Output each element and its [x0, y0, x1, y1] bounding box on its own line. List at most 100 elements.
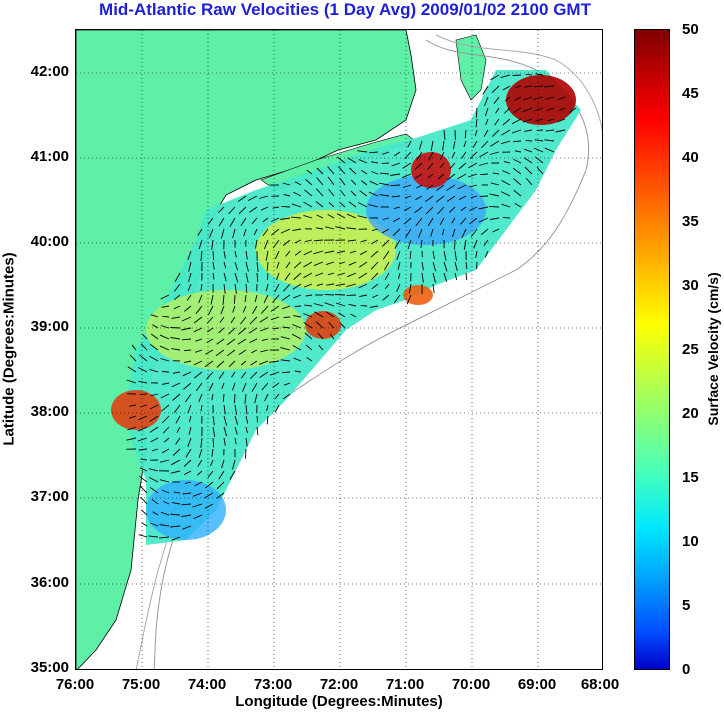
velocity-vector: [161, 489, 170, 494]
velocity-vector: [218, 327, 225, 334]
velocity-vector: [463, 140, 467, 148]
velocity-vector: [229, 470, 236, 480]
y-tick-label: 36:00: [30, 574, 69, 591]
velocity-vector: [265, 250, 269, 261]
velocity-vector: [483, 239, 489, 247]
x-tick-label: 72:00: [319, 676, 359, 693]
velocity-vector: [242, 382, 247, 392]
velocity-vector: [139, 467, 148, 472]
velocity-vector: [265, 283, 269, 292]
velocity-vector: [212, 437, 215, 448]
x-tick-label: 74:00: [187, 676, 227, 693]
velocity-vector: [256, 272, 259, 282]
velocity-vector: [390, 173, 401, 176]
velocity-vector: [469, 184, 478, 188]
colorbar-label: Surface Velocity (cm/s): [705, 272, 721, 426]
velocity-vector: [465, 261, 468, 270]
velocity-vector: [198, 448, 203, 459]
velocity-vector: [379, 172, 390, 175]
velocity-vector: [397, 261, 401, 270]
velocity-vector: [245, 250, 248, 260]
velocity-vector: [304, 239, 313, 243]
velocity-vector: [293, 272, 302, 280]
velocity-vector: [128, 415, 137, 419]
velocity-vector: [186, 294, 192, 301]
velocity-vector: [338, 261, 346, 265]
velocity-vector: [292, 228, 302, 232]
velocity-vector: [523, 157, 533, 164]
velocity-vector: [234, 261, 239, 271]
velocity-vector: [347, 272, 357, 278]
velocity-vector: [293, 261, 302, 269]
velocity-vector: [285, 250, 291, 257]
velocity-vector: [129, 404, 137, 407]
velocity-vector: [432, 283, 435, 294]
velocity-vector: [406, 294, 412, 305]
x-tick-label: 68:00: [580, 676, 620, 693]
velocity-vector: [414, 162, 423, 170]
velocity-vector: [357, 202, 368, 208]
velocity-vector: [338, 166, 346, 175]
velocity-vector: [152, 511, 159, 516]
land-cape-cod: [455, 34, 487, 101]
velocity-vector: [210, 459, 214, 466]
velocity-vector: [473, 239, 478, 249]
velocity-vector: [160, 325, 170, 329]
velocity-vector: [195, 338, 203, 342]
velocity-vector: [260, 305, 269, 314]
velocity-vector: [478, 162, 489, 166]
velocity-vector: [493, 96, 500, 104]
velocity-vector: [149, 343, 159, 351]
velocity-vector: [483, 96, 489, 107]
velocity-vector: [152, 324, 159, 329]
velocity-vector: [495, 107, 500, 114]
velocity-vector: [403, 217, 412, 225]
velocity-vector: [442, 228, 445, 236]
velocity-vector: [259, 360, 269, 365]
velocity-peak-zone: [506, 75, 576, 125]
velocity-vector: [382, 217, 390, 220]
velocity-vector: [282, 182, 291, 186]
velocity-vector: [229, 217, 236, 227]
velocity-vector: [197, 470, 203, 476]
velocity-vector: [150, 487, 159, 494]
velocity-vector: [234, 393, 236, 404]
velocity-vector: [181, 316, 192, 322]
velocity-vector: [512, 107, 522, 114]
velocity-vector: [501, 203, 511, 208]
velocity-vector: [293, 315, 302, 318]
velocity-vector: [161, 448, 170, 454]
velocity-vector: [198, 393, 203, 402]
velocity-vector: [535, 73, 544, 76]
velocity-vector: [325, 261, 335, 266]
velocity-peak-zone: [111, 390, 161, 430]
velocity-vector: [127, 366, 137, 373]
velocity-vector: [159, 334, 170, 340]
colorbar-tick: 35: [682, 213, 699, 230]
velocity-vector: [216, 492, 225, 499]
velocity-vector: [347, 239, 357, 242]
velocity-vector: [481, 140, 489, 149]
velocity-vector: [484, 250, 489, 258]
velocity-vector: [348, 261, 357, 266]
velocity-vector: [137, 437, 148, 442]
velocity-vector: [222, 294, 225, 305]
velocity-vector: [274, 393, 280, 400]
velocity-vector: [533, 96, 544, 100]
velocity-vector: [348, 201, 357, 208]
velocity-vector: [276, 272, 280, 280]
velocity-vector: [503, 161, 511, 164]
velocity-vector: [502, 216, 511, 219]
velocity-vector: [404, 151, 412, 159]
velocity-vector: [234, 283, 237, 294]
velocity-vector: [346, 227, 357, 230]
velocity-vector: [281, 305, 291, 310]
velocity-vector: [428, 151, 434, 161]
velocity-vector: [272, 206, 280, 209]
velocity-vector: [198, 239, 203, 250]
map-plot-area: [75, 29, 603, 670]
velocity-vector: [452, 140, 456, 150]
velocity-vector: [174, 272, 181, 282]
velocity-vector: [451, 151, 456, 158]
velocity-vector: [193, 514, 203, 520]
